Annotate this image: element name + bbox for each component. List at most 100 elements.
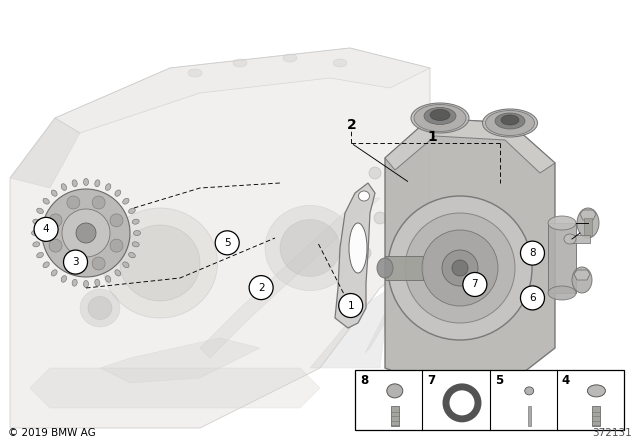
Ellipse shape [129, 208, 135, 214]
Circle shape [359, 247, 371, 259]
Polygon shape [335, 183, 375, 328]
Ellipse shape [424, 108, 456, 125]
Ellipse shape [486, 111, 534, 135]
Ellipse shape [358, 191, 369, 201]
Bar [570, 235, 590, 243]
Ellipse shape [92, 196, 105, 209]
Polygon shape [385, 118, 555, 173]
Circle shape [520, 241, 545, 265]
Text: 3: 3 [72, 257, 79, 267]
Ellipse shape [132, 219, 139, 224]
Ellipse shape [548, 286, 576, 300]
Text: 5: 5 [495, 374, 503, 387]
Circle shape [62, 209, 110, 257]
Ellipse shape [102, 208, 218, 318]
Ellipse shape [43, 262, 49, 268]
Polygon shape [55, 48, 430, 133]
Circle shape [520, 286, 545, 310]
Ellipse shape [333, 59, 347, 67]
Text: 372131: 372131 [592, 428, 632, 438]
Ellipse shape [36, 252, 44, 258]
Text: 1: 1 [348, 301, 354, 310]
Circle shape [63, 250, 88, 274]
Text: 4: 4 [562, 374, 570, 387]
Ellipse shape [67, 196, 80, 209]
Ellipse shape [115, 190, 121, 196]
Ellipse shape [129, 252, 135, 258]
Polygon shape [574, 270, 590, 280]
Ellipse shape [120, 225, 200, 301]
Ellipse shape [525, 387, 534, 395]
Ellipse shape [115, 270, 121, 276]
Ellipse shape [92, 257, 105, 270]
Circle shape [442, 250, 478, 286]
Ellipse shape [72, 180, 77, 187]
Bar [528, 406, 531, 426]
Bar [385, 256, 423, 280]
Ellipse shape [414, 104, 466, 132]
Text: 8: 8 [360, 374, 369, 387]
Ellipse shape [88, 297, 112, 319]
Circle shape [463, 272, 487, 297]
Circle shape [388, 196, 532, 340]
Circle shape [42, 189, 130, 277]
Polygon shape [385, 118, 555, 386]
Ellipse shape [280, 220, 340, 276]
Text: 2: 2 [258, 283, 264, 293]
Ellipse shape [495, 113, 525, 129]
Ellipse shape [483, 109, 538, 137]
Ellipse shape [572, 267, 592, 293]
Circle shape [452, 260, 468, 276]
Ellipse shape [33, 242, 40, 247]
Text: 7: 7 [472, 280, 478, 289]
Polygon shape [100, 338, 260, 383]
Ellipse shape [49, 239, 62, 252]
Text: 6: 6 [529, 293, 536, 303]
Ellipse shape [134, 231, 141, 236]
Ellipse shape [36, 208, 44, 214]
Text: © 2019 BMW AG: © 2019 BMW AG [8, 428, 96, 438]
Ellipse shape [72, 279, 77, 286]
Ellipse shape [43, 198, 49, 204]
Ellipse shape [377, 258, 393, 278]
Bar [391, 406, 399, 426]
Text: 4: 4 [43, 224, 49, 234]
Ellipse shape [564, 234, 576, 244]
Ellipse shape [95, 180, 100, 187]
Ellipse shape [588, 385, 605, 397]
Ellipse shape [123, 198, 129, 204]
Text: 2: 2 [347, 118, 357, 132]
Polygon shape [310, 288, 390, 368]
Polygon shape [580, 210, 596, 220]
Bar [593, 406, 600, 426]
Ellipse shape [233, 59, 247, 67]
Circle shape [249, 276, 273, 300]
Ellipse shape [110, 214, 123, 227]
Ellipse shape [61, 184, 67, 190]
Text: 5: 5 [224, 238, 230, 248]
Ellipse shape [80, 289, 120, 327]
Polygon shape [365, 248, 420, 353]
Ellipse shape [548, 216, 576, 230]
Ellipse shape [106, 276, 111, 282]
Polygon shape [200, 198, 380, 358]
Circle shape [405, 213, 515, 323]
Ellipse shape [51, 190, 57, 196]
Circle shape [339, 293, 363, 318]
Text: 8: 8 [529, 248, 536, 258]
Circle shape [369, 167, 381, 179]
Ellipse shape [411, 103, 469, 133]
Ellipse shape [387, 384, 403, 398]
Polygon shape [10, 48, 430, 428]
Bar [584, 218, 592, 236]
Ellipse shape [31, 231, 38, 236]
Ellipse shape [33, 219, 40, 224]
Bar [548, 223, 576, 293]
Ellipse shape [349, 223, 367, 273]
Ellipse shape [110, 239, 123, 252]
Ellipse shape [188, 69, 202, 77]
Ellipse shape [123, 262, 129, 268]
Circle shape [76, 223, 96, 243]
Ellipse shape [51, 270, 57, 276]
Ellipse shape [95, 279, 100, 286]
